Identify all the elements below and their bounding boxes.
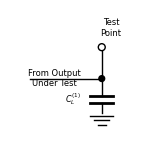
Text: Test
Point: Test Point <box>101 18 121 38</box>
Circle shape <box>99 76 105 82</box>
Text: From Output
Under Test: From Output Under Test <box>28 69 81 88</box>
Text: $C_L^{(1)}$: $C_L^{(1)}$ <box>65 92 81 107</box>
